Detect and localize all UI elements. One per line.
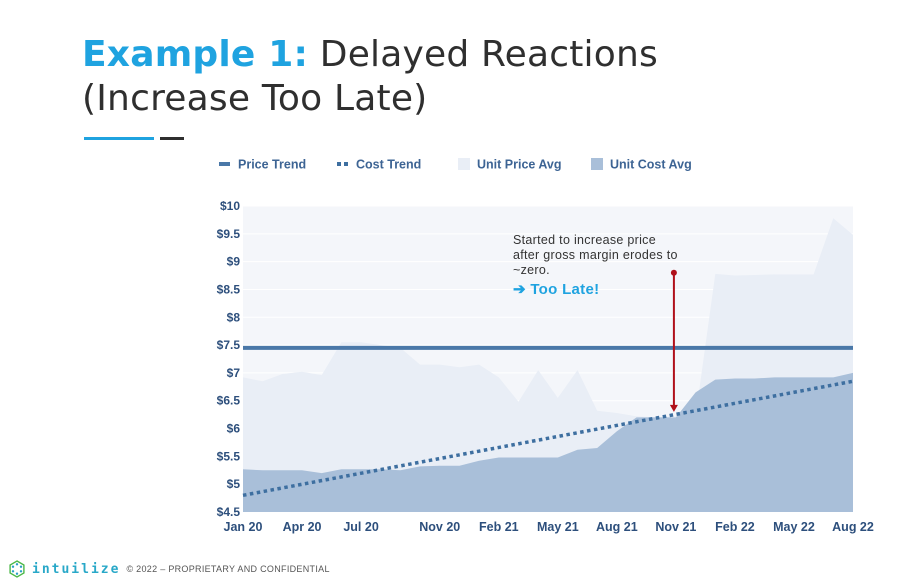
title-line2: (Increase Too Late) xyxy=(82,78,428,119)
y-tick-label: $5.5 xyxy=(217,449,241,463)
y-tick-label: $9.5 xyxy=(217,227,241,241)
x-tick-label: Apr 20 xyxy=(283,520,322,534)
x-tick-label: Aug 21 xyxy=(596,520,638,534)
y-tick-label: $7.5 xyxy=(217,338,241,352)
x-tick-label: Nov 20 xyxy=(419,520,460,534)
y-tick-label: $8 xyxy=(227,310,241,324)
brand-name: intuilize xyxy=(32,561,121,577)
x-tick-label: Nov 21 xyxy=(655,520,696,534)
chart-annotation: Started to increase price after gross ma… xyxy=(513,233,683,297)
x-tick-label: May 21 xyxy=(537,520,579,534)
legend-swatch-price-trend xyxy=(219,162,230,166)
slide-title: Example 1: Delayed Reactions (Increase T… xyxy=(82,33,658,121)
title-underline-dark xyxy=(160,137,184,140)
annotation-arrowhead-icon xyxy=(669,404,678,412)
intuilize-logo-icon xyxy=(9,560,25,578)
legend-label: Unit Cost Avg xyxy=(610,158,692,172)
title-underline-accent xyxy=(84,137,154,140)
x-tick-label: Jan 20 xyxy=(224,520,263,534)
cost-trend-line xyxy=(242,379,854,498)
annotation-too-late: ➔ Too Late! xyxy=(513,281,600,298)
legend-label: Cost Trend xyxy=(356,158,421,172)
y-tick-label: $6.5 xyxy=(217,394,241,408)
footer: intuilize © 2022 – PROPRIETARY AND CONFI… xyxy=(8,560,330,578)
y-tick-label: $8.5 xyxy=(217,282,241,296)
unit-cost-avg-area xyxy=(243,372,853,512)
y-tick-label: $6 xyxy=(227,422,241,436)
x-tick-label: Feb 21 xyxy=(479,520,519,534)
x-tick-label: May 22 xyxy=(773,520,815,534)
y-tick-label: $9 xyxy=(227,255,241,269)
x-tick-label: Aug 22 xyxy=(832,520,874,534)
y-tick-label: $10 xyxy=(220,199,240,213)
legend-label: Unit Price Avg xyxy=(477,158,562,172)
title-rest: Delayed Reactions xyxy=(308,34,658,75)
y-tick-label: $5 xyxy=(227,477,241,491)
y-tick-label: $4.5 xyxy=(217,505,241,519)
legend-swatch-cost-trend xyxy=(337,162,341,166)
x-tick-label: Feb 22 xyxy=(715,520,755,534)
annotation-text: Started to increase price after gross ma… xyxy=(513,233,678,277)
x-tick-label: Jul 20 xyxy=(343,520,378,534)
legend-swatch-unit-cost-avg xyxy=(591,158,603,170)
title-accent: Example 1: xyxy=(82,34,309,75)
legend-swatch-cost-trend xyxy=(344,162,348,166)
copyright-text: © 2022 – PROPRIETARY AND CONFIDENTIAL xyxy=(126,564,330,574)
legend-label: Price Trend xyxy=(238,158,306,172)
y-tick-label: $7 xyxy=(227,366,241,380)
legend-swatch-unit-price-avg xyxy=(458,158,470,170)
